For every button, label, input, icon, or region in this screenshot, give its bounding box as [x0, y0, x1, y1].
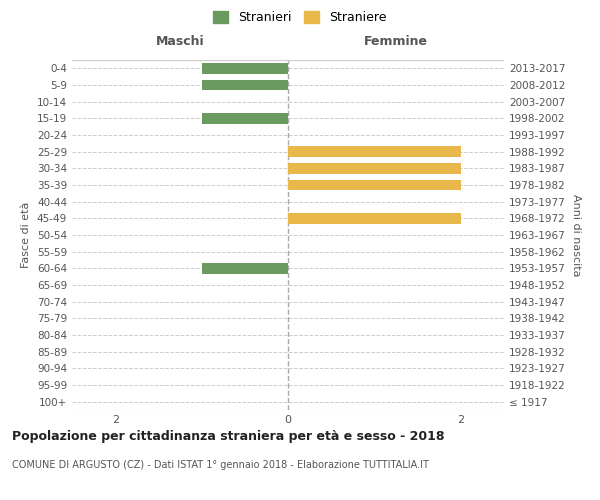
Bar: [202, 263, 288, 274]
Text: Femmine: Femmine: [364, 36, 428, 49]
Bar: [288, 163, 461, 174]
Text: Popolazione per cittadinanza straniera per età e sesso - 2018: Popolazione per cittadinanza straniera p…: [12, 430, 445, 443]
Bar: [288, 180, 461, 190]
Bar: [202, 80, 288, 90]
Y-axis label: Fasce di età: Fasce di età: [22, 202, 31, 268]
Bar: [202, 113, 288, 124]
Bar: [288, 146, 461, 157]
Y-axis label: Anni di nascita: Anni di nascita: [571, 194, 581, 276]
Text: COMUNE DI ARGUSTO (CZ) - Dati ISTAT 1° gennaio 2018 - Elaborazione TUTTITALIA.IT: COMUNE DI ARGUSTO (CZ) - Dati ISTAT 1° g…: [12, 460, 429, 470]
Bar: [288, 213, 461, 224]
Bar: [202, 63, 288, 74]
Text: Maschi: Maschi: [155, 36, 205, 49]
Legend: Stranieri, Straniere: Stranieri, Straniere: [208, 6, 392, 29]
